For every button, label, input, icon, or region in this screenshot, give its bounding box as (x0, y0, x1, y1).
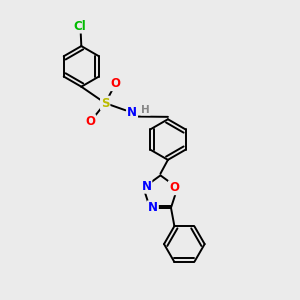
Text: O: O (85, 115, 95, 128)
Text: Cl: Cl (74, 20, 86, 33)
Text: S: S (101, 97, 110, 110)
Text: N: N (127, 106, 137, 118)
Text: H: H (141, 105, 150, 115)
Text: N: N (141, 180, 152, 193)
Text: O: O (111, 77, 121, 90)
Text: N: N (148, 201, 158, 214)
Text: O: O (169, 181, 179, 194)
